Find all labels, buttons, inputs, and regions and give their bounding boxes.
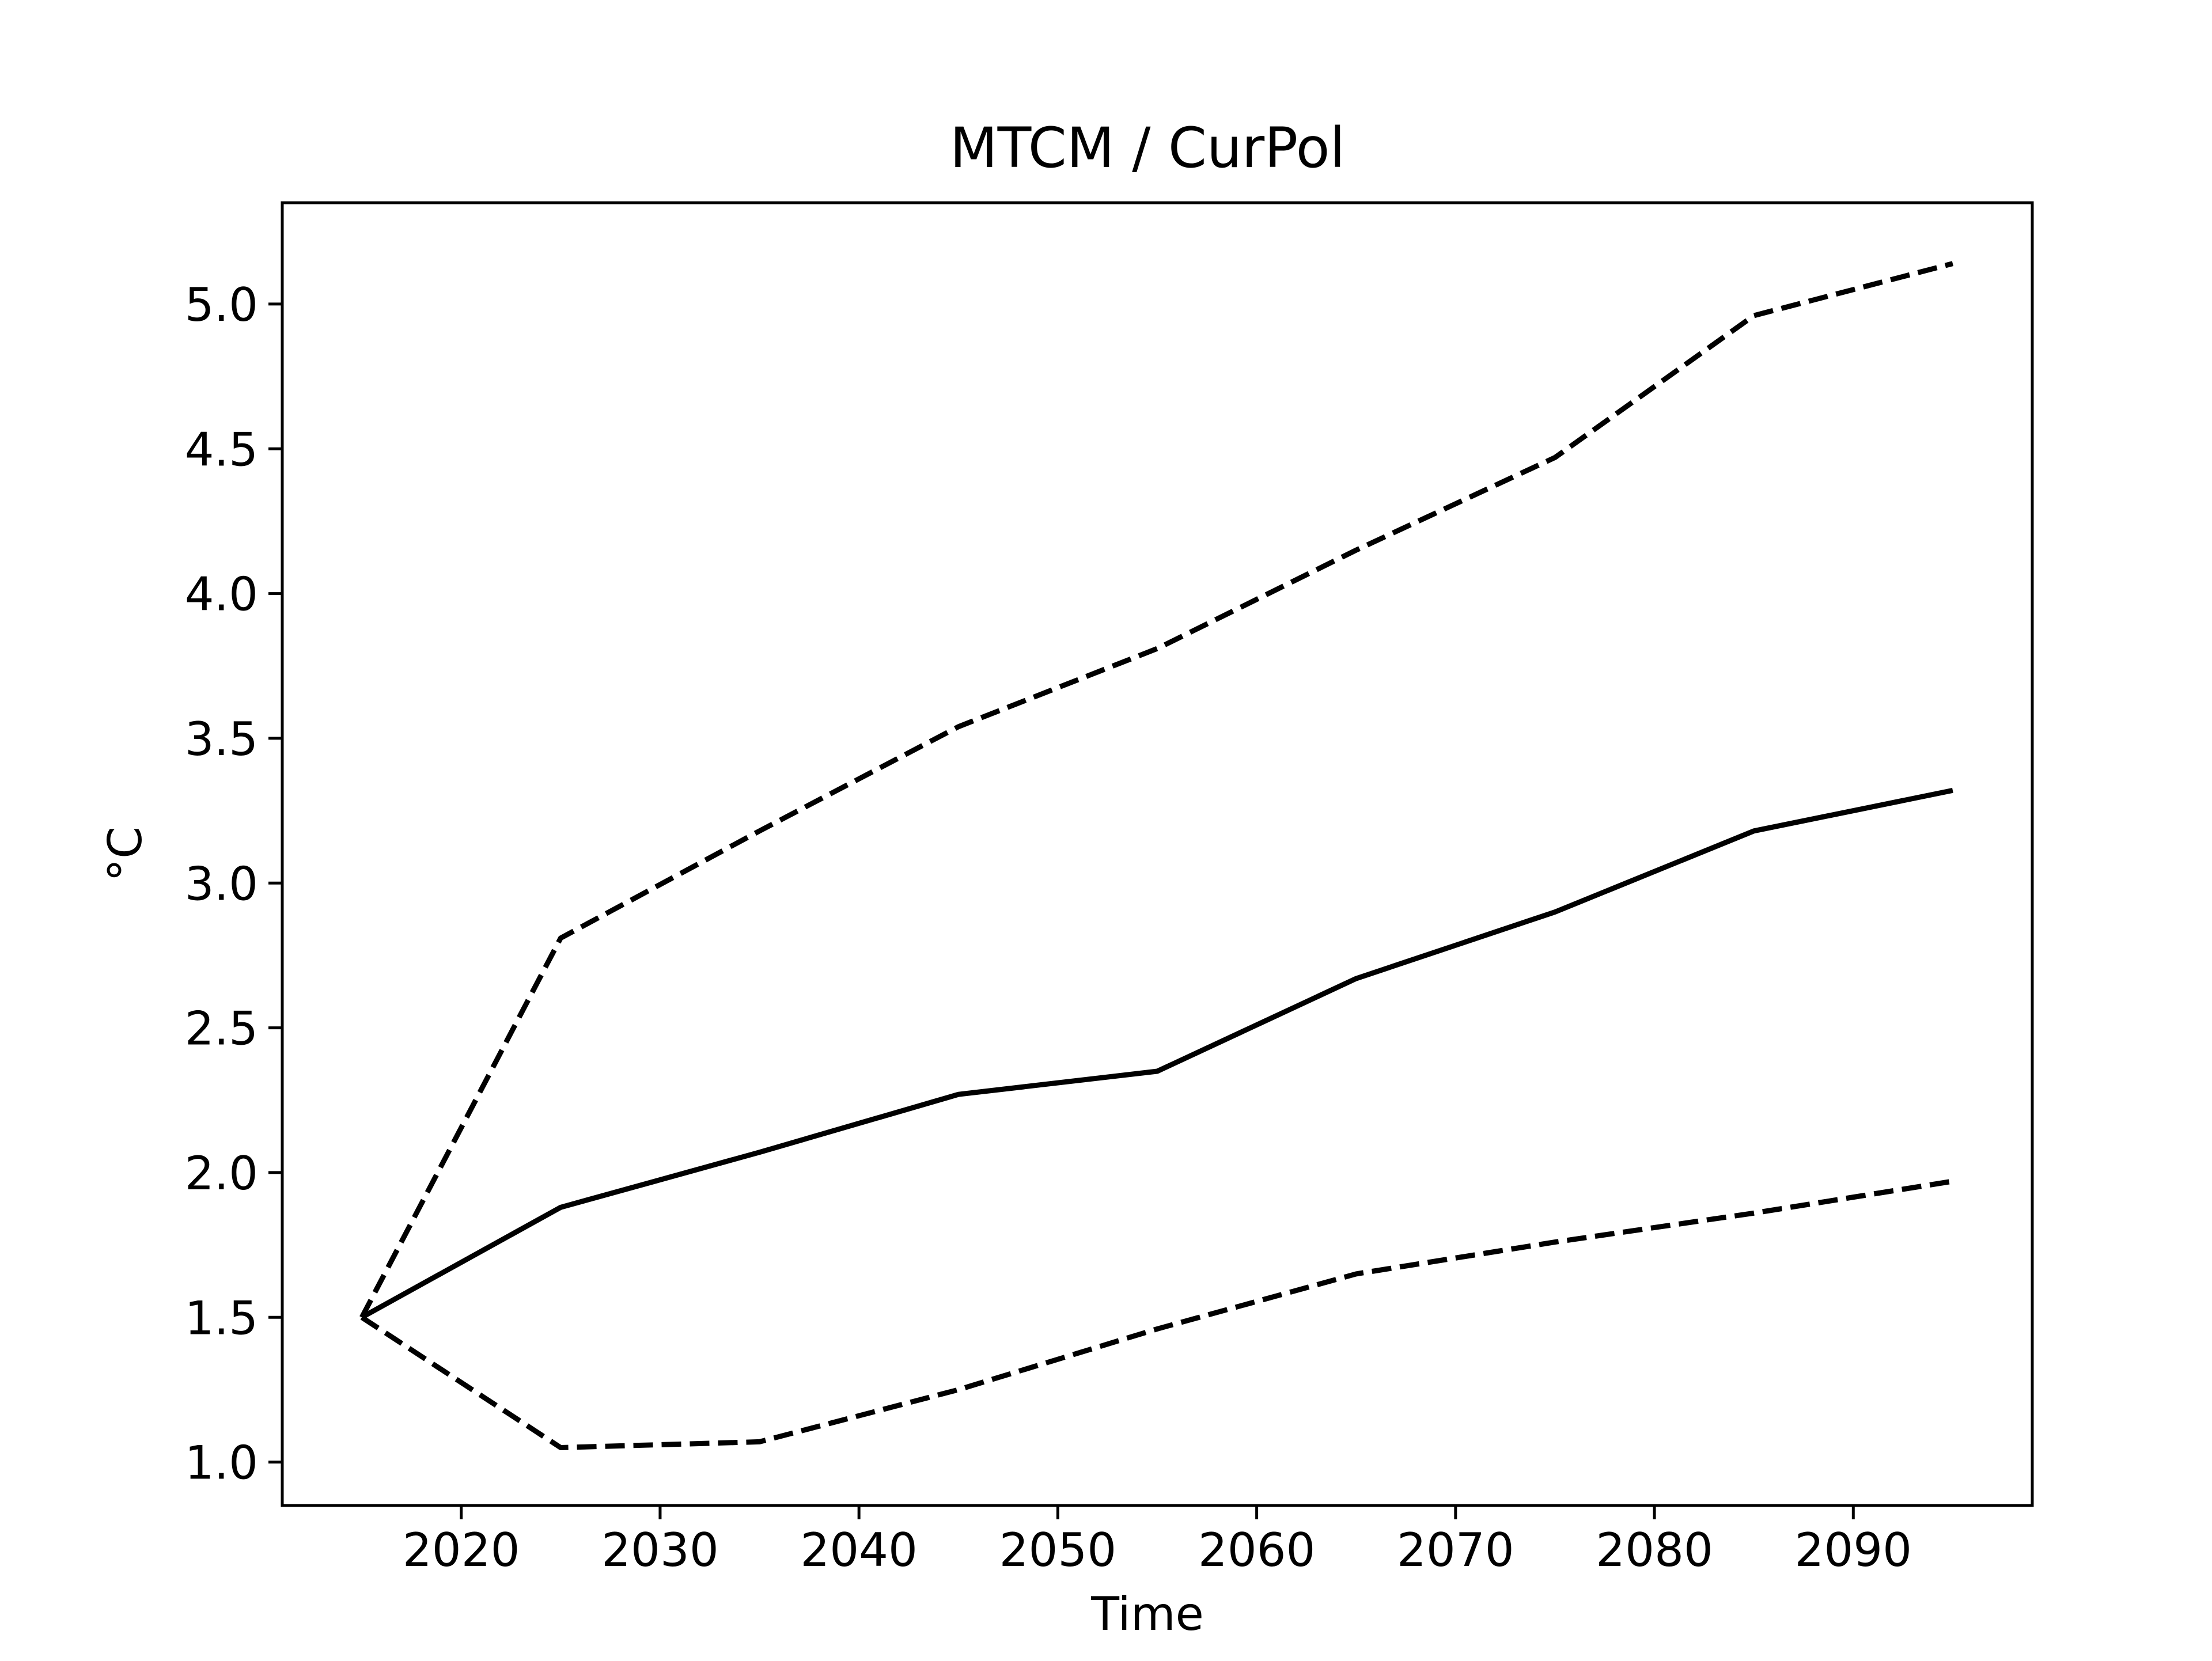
y-tick-label: 2.0 <box>185 1147 258 1200</box>
x-tick-label: 2050 <box>999 1523 1117 1577</box>
x-axis-label: Time <box>1090 1587 1204 1641</box>
y-axis-label: °C <box>99 826 152 882</box>
chart-title: MTCM / CurPol <box>950 116 1345 180</box>
series-line-1-solid <box>360 787 1953 1320</box>
series-line-3-dashed <box>360 1178 1953 1450</box>
x-tick-label: 2060 <box>1198 1523 1316 1577</box>
x-tick-label: 2040 <box>800 1523 918 1577</box>
y-tick-label: 3.0 <box>185 857 258 911</box>
y-tick-label: 4.0 <box>185 568 258 621</box>
y-tick-label: 1.0 <box>185 1436 258 1490</box>
y-tick-label: 2.5 <box>185 1002 258 1056</box>
plot-area: 2020 2030 2040 2050 2060 2070 2080 2090 1.0 1.5 2.… <box>185 201 2034 1577</box>
y-tick-label: 4.5 <box>185 423 258 476</box>
y-tick-label: 5.0 <box>185 278 258 332</box>
x-tick-label: 2030 <box>601 1523 719 1577</box>
axes-frame <box>281 201 2034 1507</box>
series-line-2-dashed <box>359 261 1954 1319</box>
x-tick-label: 2070 <box>1397 1523 1514 1577</box>
y-tick-label: 1.5 <box>185 1291 258 1345</box>
x-tick-label: 2080 <box>1596 1523 1713 1577</box>
x-tick-label: 2090 <box>1794 1523 1912 1577</box>
y-tick-label: 3.5 <box>185 712 258 766</box>
x-tick-label: 2020 <box>403 1523 520 1577</box>
